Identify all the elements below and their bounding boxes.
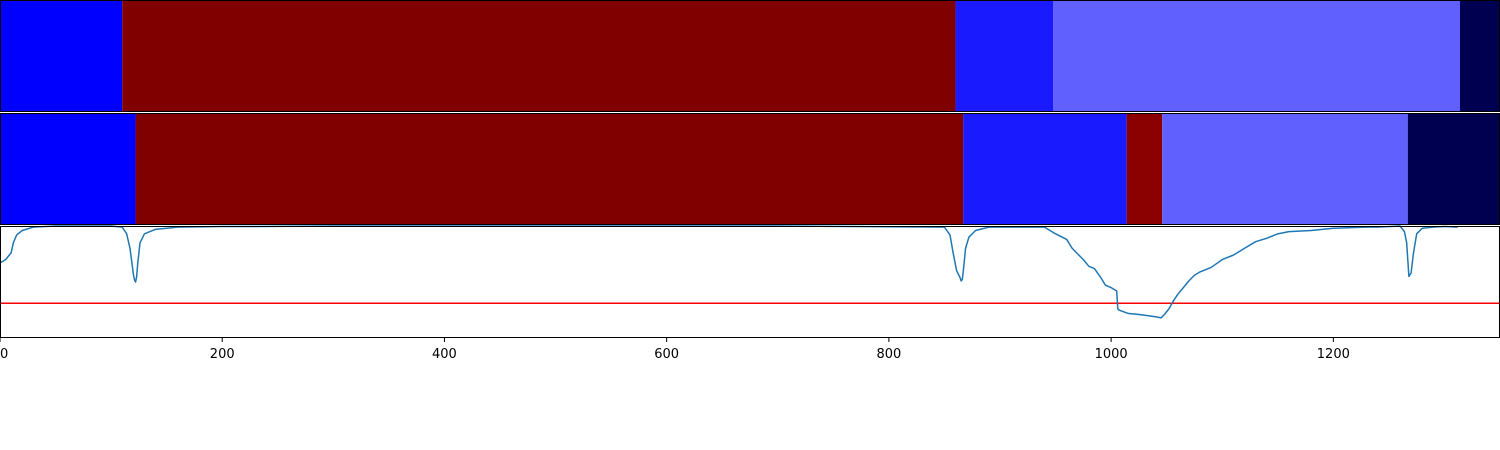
track-1-segment-5 <box>1460 0 1500 112</box>
track-1-segment-1 <box>0 0 123 112</box>
segment-track-2 <box>0 113 1500 225</box>
track-1-segment-4 <box>1053 0 1460 112</box>
signal-panel <box>0 225 1500 319</box>
x-tick-label-1000: 1000 <box>1095 347 1128 362</box>
track-2-segment-6 <box>1407 113 1500 225</box>
track-2-segment-3 <box>963 113 1127 225</box>
x-axis: 0 200 400 600 800 1000 1200 <box>0 338 1350 362</box>
signal-panel-frame <box>0 226 1500 338</box>
x-tick-label-0: 0 <box>0 347 8 362</box>
track-2-segment-4 <box>1126 113 1163 225</box>
x-tick-label-200: 200 <box>210 347 235 362</box>
x-tick-label-1200: 1200 <box>1317 347 1350 362</box>
segment-track-1 <box>0 0 1500 112</box>
track-2-segment-1 <box>0 113 136 225</box>
signal-line <box>0 225 1458 319</box>
track-2-segment-5 <box>1162 113 1408 225</box>
x-tick-label-800: 800 <box>876 347 901 362</box>
track-1-segment-3 <box>955 0 1054 112</box>
track-2-segment-2 <box>135 113 964 225</box>
x-tick-label-400: 400 <box>432 347 457 362</box>
track-1-segment-2 <box>122 0 956 112</box>
x-tick-label-600: 600 <box>654 347 679 362</box>
